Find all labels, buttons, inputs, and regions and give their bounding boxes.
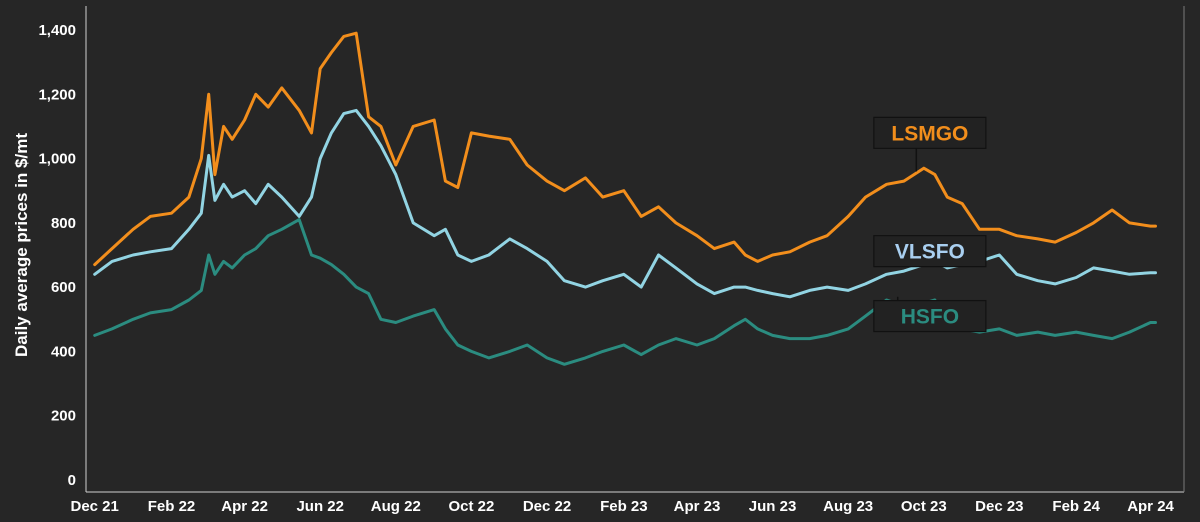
x-tick-label: Dec 21 [70,498,118,515]
annotation-lsmgo: LSMGO [873,116,987,172]
x-tick-labels: Dec 21 Feb 22 Apr 22 Jun 22 Aug 22 Oct 22 Dec … [70,498,1174,515]
annotation-box [873,116,987,149]
annotation-label: HSFO [901,306,959,329]
x-tick-label: Feb 24 [1052,498,1100,515]
x-tick-label: Oct 23 [901,498,947,515]
annotation-label: VLSFO [895,241,965,264]
x-tick-label: Aug 23 [823,498,873,515]
x-tick-label: Jun 23 [749,498,797,515]
x-tick-label: Dec 23 [975,498,1023,515]
y-tick-label: 1,000 [38,151,76,168]
x-tick-label: Oct 22 [448,498,494,515]
series-line-vlsfo [93,108,1157,299]
x-tick-label: Dec 22 [523,498,571,515]
y-tick-label: 0 [68,472,76,489]
x-tick-label: Aug 22 [371,498,421,515]
x-tick-label: Apr 22 [221,498,268,515]
y-tick-label: 1,200 [38,86,76,103]
y-tick-label: 800 [51,215,76,232]
y-tick-label: 400 [51,343,76,360]
series-line-hsfo [93,218,1157,366]
annotation-vlsfo: VLSFO [873,235,987,268]
x-tick-label: Feb 22 [148,498,196,515]
y-tick-label: 1,400 [38,22,76,39]
y-tick-label: 600 [51,279,76,296]
x-tick-label: Jun 22 [296,498,344,515]
series-line-lsmgo [93,31,1157,267]
y-tick-labels: 0 200 400 600 800 1,000 1,200 1,400 [38,22,76,489]
x-tick-label: Feb 23 [600,498,648,515]
series-lines [93,31,1157,366]
annotation-box [873,235,987,268]
x-tick-label: Apr 23 [674,498,721,515]
annotation-hsfo: HSFO [873,296,987,333]
annotation-box [873,299,987,333]
series-annotations: LSMGO VLSFO HSFO [873,116,987,333]
y-axis-title: Daily average prices in $/mt [12,133,31,357]
y-tick-label: 200 [51,408,76,425]
annotation-label: LSMGO [891,122,968,145]
x-tick-label: Apr 24 [1127,498,1174,515]
